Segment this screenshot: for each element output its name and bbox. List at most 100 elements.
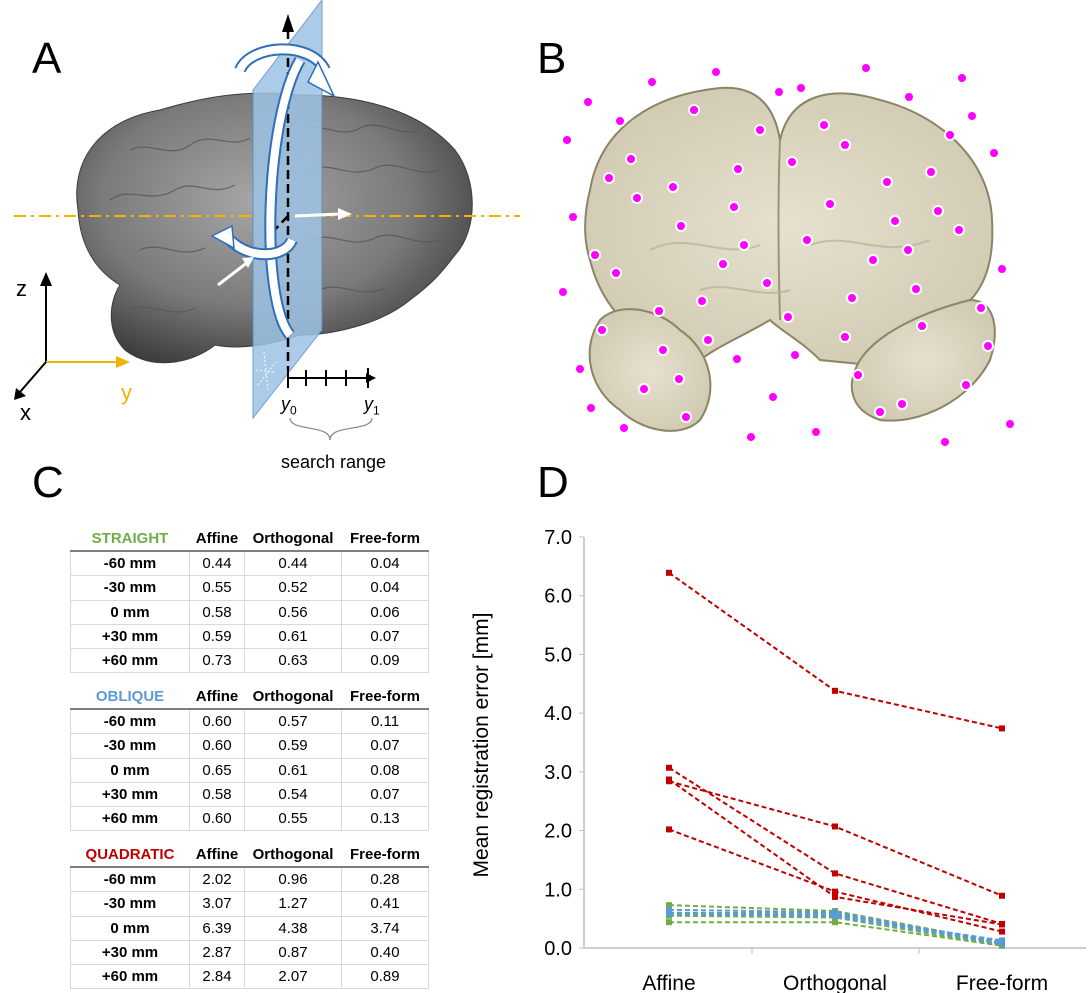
- row-label: -30 mm: [70, 733, 190, 759]
- row-label: -60 mm: [70, 866, 190, 893]
- table-row: -30 mm 3.07 1.27 0.41: [70, 891, 429, 917]
- sectioning-plane: [252, 0, 323, 420]
- table-row: -30 mm 0.60 0.59 0.07: [70, 733, 429, 759]
- data-point: [999, 937, 1005, 944]
- table-straight: STRAIGHT Affine Orthogonal Free-form -60 mm 0…: [70, 527, 429, 674]
- table-row: -60 mm 0.60 0.57 0.11: [70, 708, 429, 735]
- column-header: Affine: [189, 685, 245, 711]
- table-cell: 0.55: [244, 805, 342, 832]
- search-range-brace: [289, 417, 373, 441]
- row-label: 0 mm: [70, 599, 190, 625]
- table-cell: 0.04: [341, 575, 429, 601]
- series-line-quadratic: [668, 778, 1003, 926]
- table-cell: 0.58: [189, 599, 245, 625]
- y-tick-label: 0.0: [544, 938, 572, 960]
- row-label: 0 mm: [70, 915, 190, 941]
- row-label: -60 mm: [70, 550, 190, 577]
- brain-plane-illustration: [14, 0, 520, 441]
- search-range-label: search range: [281, 452, 387, 472]
- data-point: [666, 919, 672, 926]
- table-quadratic: QUADRATIC Affine Orthogonal Free-form -60 mm…: [70, 843, 429, 990]
- table-cell: 2.07: [244, 963, 342, 990]
- data-point: [832, 893, 838, 900]
- column-header: Affine: [189, 527, 245, 553]
- x-tick-label: Affine: [642, 972, 695, 993]
- x-tick-label: Orthogonal: [783, 972, 887, 993]
- row-label: +60 mm: [70, 963, 190, 990]
- table-cell: 0.04: [341, 550, 429, 577]
- rotation-arrows: [225, 43, 331, 339]
- table-cell: 0.52: [244, 575, 342, 601]
- table-cell: 0.56: [244, 599, 342, 625]
- y-tick-label: 1.0: [544, 879, 572, 901]
- row-label: +30 mm: [70, 781, 190, 807]
- column-header: Orthogonal: [244, 843, 342, 869]
- data-point: [999, 921, 1005, 928]
- column-header: Orthogonal: [244, 527, 342, 553]
- data-point: [832, 870, 838, 877]
- table-row: -30 mm 0.55 0.52 0.04: [70, 575, 429, 601]
- table-row: +30 mm 0.58 0.54 0.07: [70, 781, 429, 807]
- column-header: Free-form: [341, 685, 429, 711]
- table-cell: 0.54: [244, 781, 342, 807]
- table-cell: 0.60: [189, 708, 245, 735]
- table-cell: 0.89: [341, 963, 429, 990]
- plane-axis-arrowhead: [282, 14, 294, 32]
- y-tick-label: 2.0: [544, 821, 572, 843]
- row-label: +60 mm: [70, 647, 190, 674]
- data-point: [999, 892, 1005, 899]
- table-cell: 0.44: [189, 550, 245, 577]
- table-cell: 3.74: [341, 915, 429, 941]
- data-point: [832, 919, 838, 926]
- column-header: Orthogonal: [244, 685, 342, 711]
- plane-translation-icon: [255, 351, 277, 391]
- data-point: [666, 909, 672, 916]
- table-cell: 0.44: [244, 550, 342, 577]
- data-point: [832, 888, 838, 895]
- data-point: [832, 687, 838, 694]
- table-cell: 0.63: [244, 647, 342, 674]
- table-cell: 2.84: [189, 963, 245, 990]
- row-label: +30 mm: [70, 623, 190, 649]
- row-label: +60 mm: [70, 805, 190, 832]
- table-row: 0 mm 0.58 0.56 0.06: [70, 599, 429, 625]
- table-title: OBLIQUE: [70, 685, 190, 711]
- table-cell: 0.08: [341, 757, 429, 783]
- table-cell: 0.57: [244, 708, 342, 735]
- table-row: -60 mm 0.44 0.44 0.04: [70, 550, 429, 577]
- table-cell: 0.28: [341, 866, 429, 893]
- table-cell: 0.60: [189, 805, 245, 832]
- table-cell: 2.87: [189, 939, 245, 965]
- y-tick-label: 7.0: [544, 527, 572, 549]
- table-cell: 0.58: [189, 781, 245, 807]
- table-cell: 3.07: [189, 891, 245, 917]
- table-cell: 0.61: [244, 623, 342, 649]
- label-y0: y0: [281, 394, 297, 418]
- data-point: [666, 764, 672, 771]
- table-row: +30 mm 0.59 0.61 0.07: [70, 623, 429, 649]
- table-title: STRAIGHT: [70, 527, 190, 553]
- data-point: [666, 902, 672, 909]
- series-line-quadratic: [668, 766, 1003, 925]
- table-oblique: OBLIQUE Affine Orthogonal Free-form -60 mm 0.…: [70, 685, 429, 832]
- table-cell: 0.09: [341, 647, 429, 674]
- series-line-quadratic: [668, 571, 1003, 730]
- table-row: +60 mm 2.84 2.07 0.89: [70, 963, 429, 990]
- data-point: [832, 912, 838, 919]
- table-cell: 0.06: [341, 599, 429, 625]
- data-point: [666, 826, 672, 833]
- axis-label-z: z: [16, 276, 27, 301]
- landmark-markers: [557, 62, 1016, 448]
- table-cell: 0.96: [244, 866, 342, 893]
- table-cell: 4.38: [244, 915, 342, 941]
- brain-gyri: [109, 124, 441, 313]
- table-cell: 6.39: [189, 915, 245, 941]
- table-cell: 0.11: [341, 708, 429, 735]
- table-cell: 0.55: [189, 575, 245, 601]
- y-tick-label: 5.0: [544, 644, 572, 666]
- table-cell: 0.41: [341, 891, 429, 917]
- table-cell: 0.07: [341, 733, 429, 759]
- table-cell: 1.27: [244, 891, 342, 917]
- table-title: QUADRATIC: [70, 843, 190, 869]
- label-y1: y1: [364, 394, 380, 418]
